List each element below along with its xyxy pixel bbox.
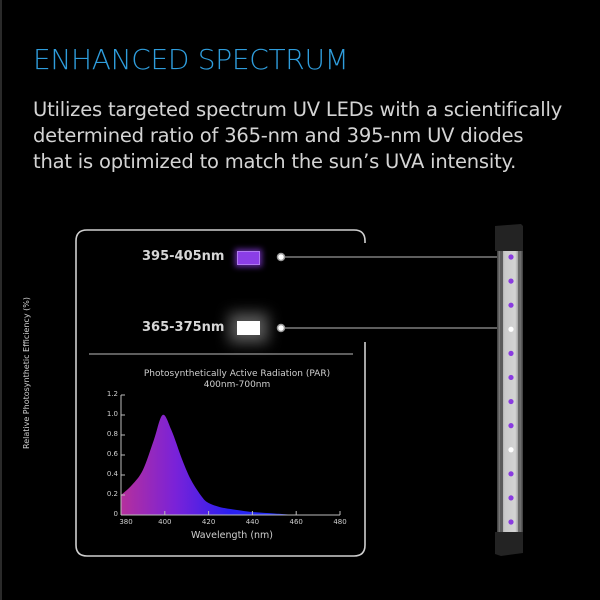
x-tick-label: 460 xyxy=(289,518,303,526)
description-line: that is optimized to match the sun’s UVA… xyxy=(33,150,517,173)
x-tick-label: 440 xyxy=(245,518,260,526)
y-tick-label: 0 xyxy=(113,510,118,518)
x-tick-label: 380 xyxy=(119,518,133,526)
page-title: ENHANCED SPECTRUM xyxy=(33,43,349,76)
white-led-icon xyxy=(508,326,514,332)
led-swatch-395-icon xyxy=(237,251,260,265)
y-tick-label: 0.6 xyxy=(106,450,118,458)
uv-led-icon xyxy=(508,495,514,501)
x-tick-label: 400 xyxy=(158,518,172,526)
uv-led-icon xyxy=(508,374,514,381)
x-axis-label: Wavelength (nm) xyxy=(190,530,274,541)
chart-title: Photosynthetically Active Radiation (PAR… xyxy=(112,369,362,391)
uv-led-icon xyxy=(508,254,514,260)
description: Utilizes targeted spectrum UV LEDs with … xyxy=(33,97,593,175)
callout-label-365: 365-375nm xyxy=(142,320,225,335)
x-tick-label: 420 xyxy=(201,518,216,526)
uv-led-icon xyxy=(508,350,514,356)
y-tick-label: 0.4 xyxy=(106,470,118,478)
y-tick-label: 0.8 xyxy=(106,430,118,438)
uv-led-icon xyxy=(508,278,514,284)
description-line: determined ratio of 365-nm and 395-nm UV… xyxy=(33,124,524,147)
callout-label-395: 395-405nm xyxy=(142,249,225,264)
top-end-cap xyxy=(495,224,523,251)
uv-led-icon xyxy=(508,398,514,405)
x-tick-label: 480 xyxy=(333,518,347,526)
uv-led-icon xyxy=(508,471,514,477)
spectrum-area xyxy=(121,414,297,515)
uv-led-icon xyxy=(508,302,514,308)
bottom-end-cap xyxy=(495,532,523,556)
led-swatch-365-icon xyxy=(237,321,260,335)
y-tick-label: 1.2 xyxy=(106,390,118,398)
y-tick-label: 1.0 xyxy=(106,410,118,418)
chart-title-text: Photosynthetically Active Radiation (PAR… xyxy=(143,369,331,379)
uv-led-icon xyxy=(508,423,514,429)
description-line: Utilizes targeted spectrum UV LEDs with … xyxy=(33,98,563,121)
y-tick-label: 0.2 xyxy=(106,490,118,498)
uv-led-icon xyxy=(508,519,514,525)
white-led-icon xyxy=(508,447,514,453)
chart-subtitle: 400nm-700nm xyxy=(203,380,271,390)
